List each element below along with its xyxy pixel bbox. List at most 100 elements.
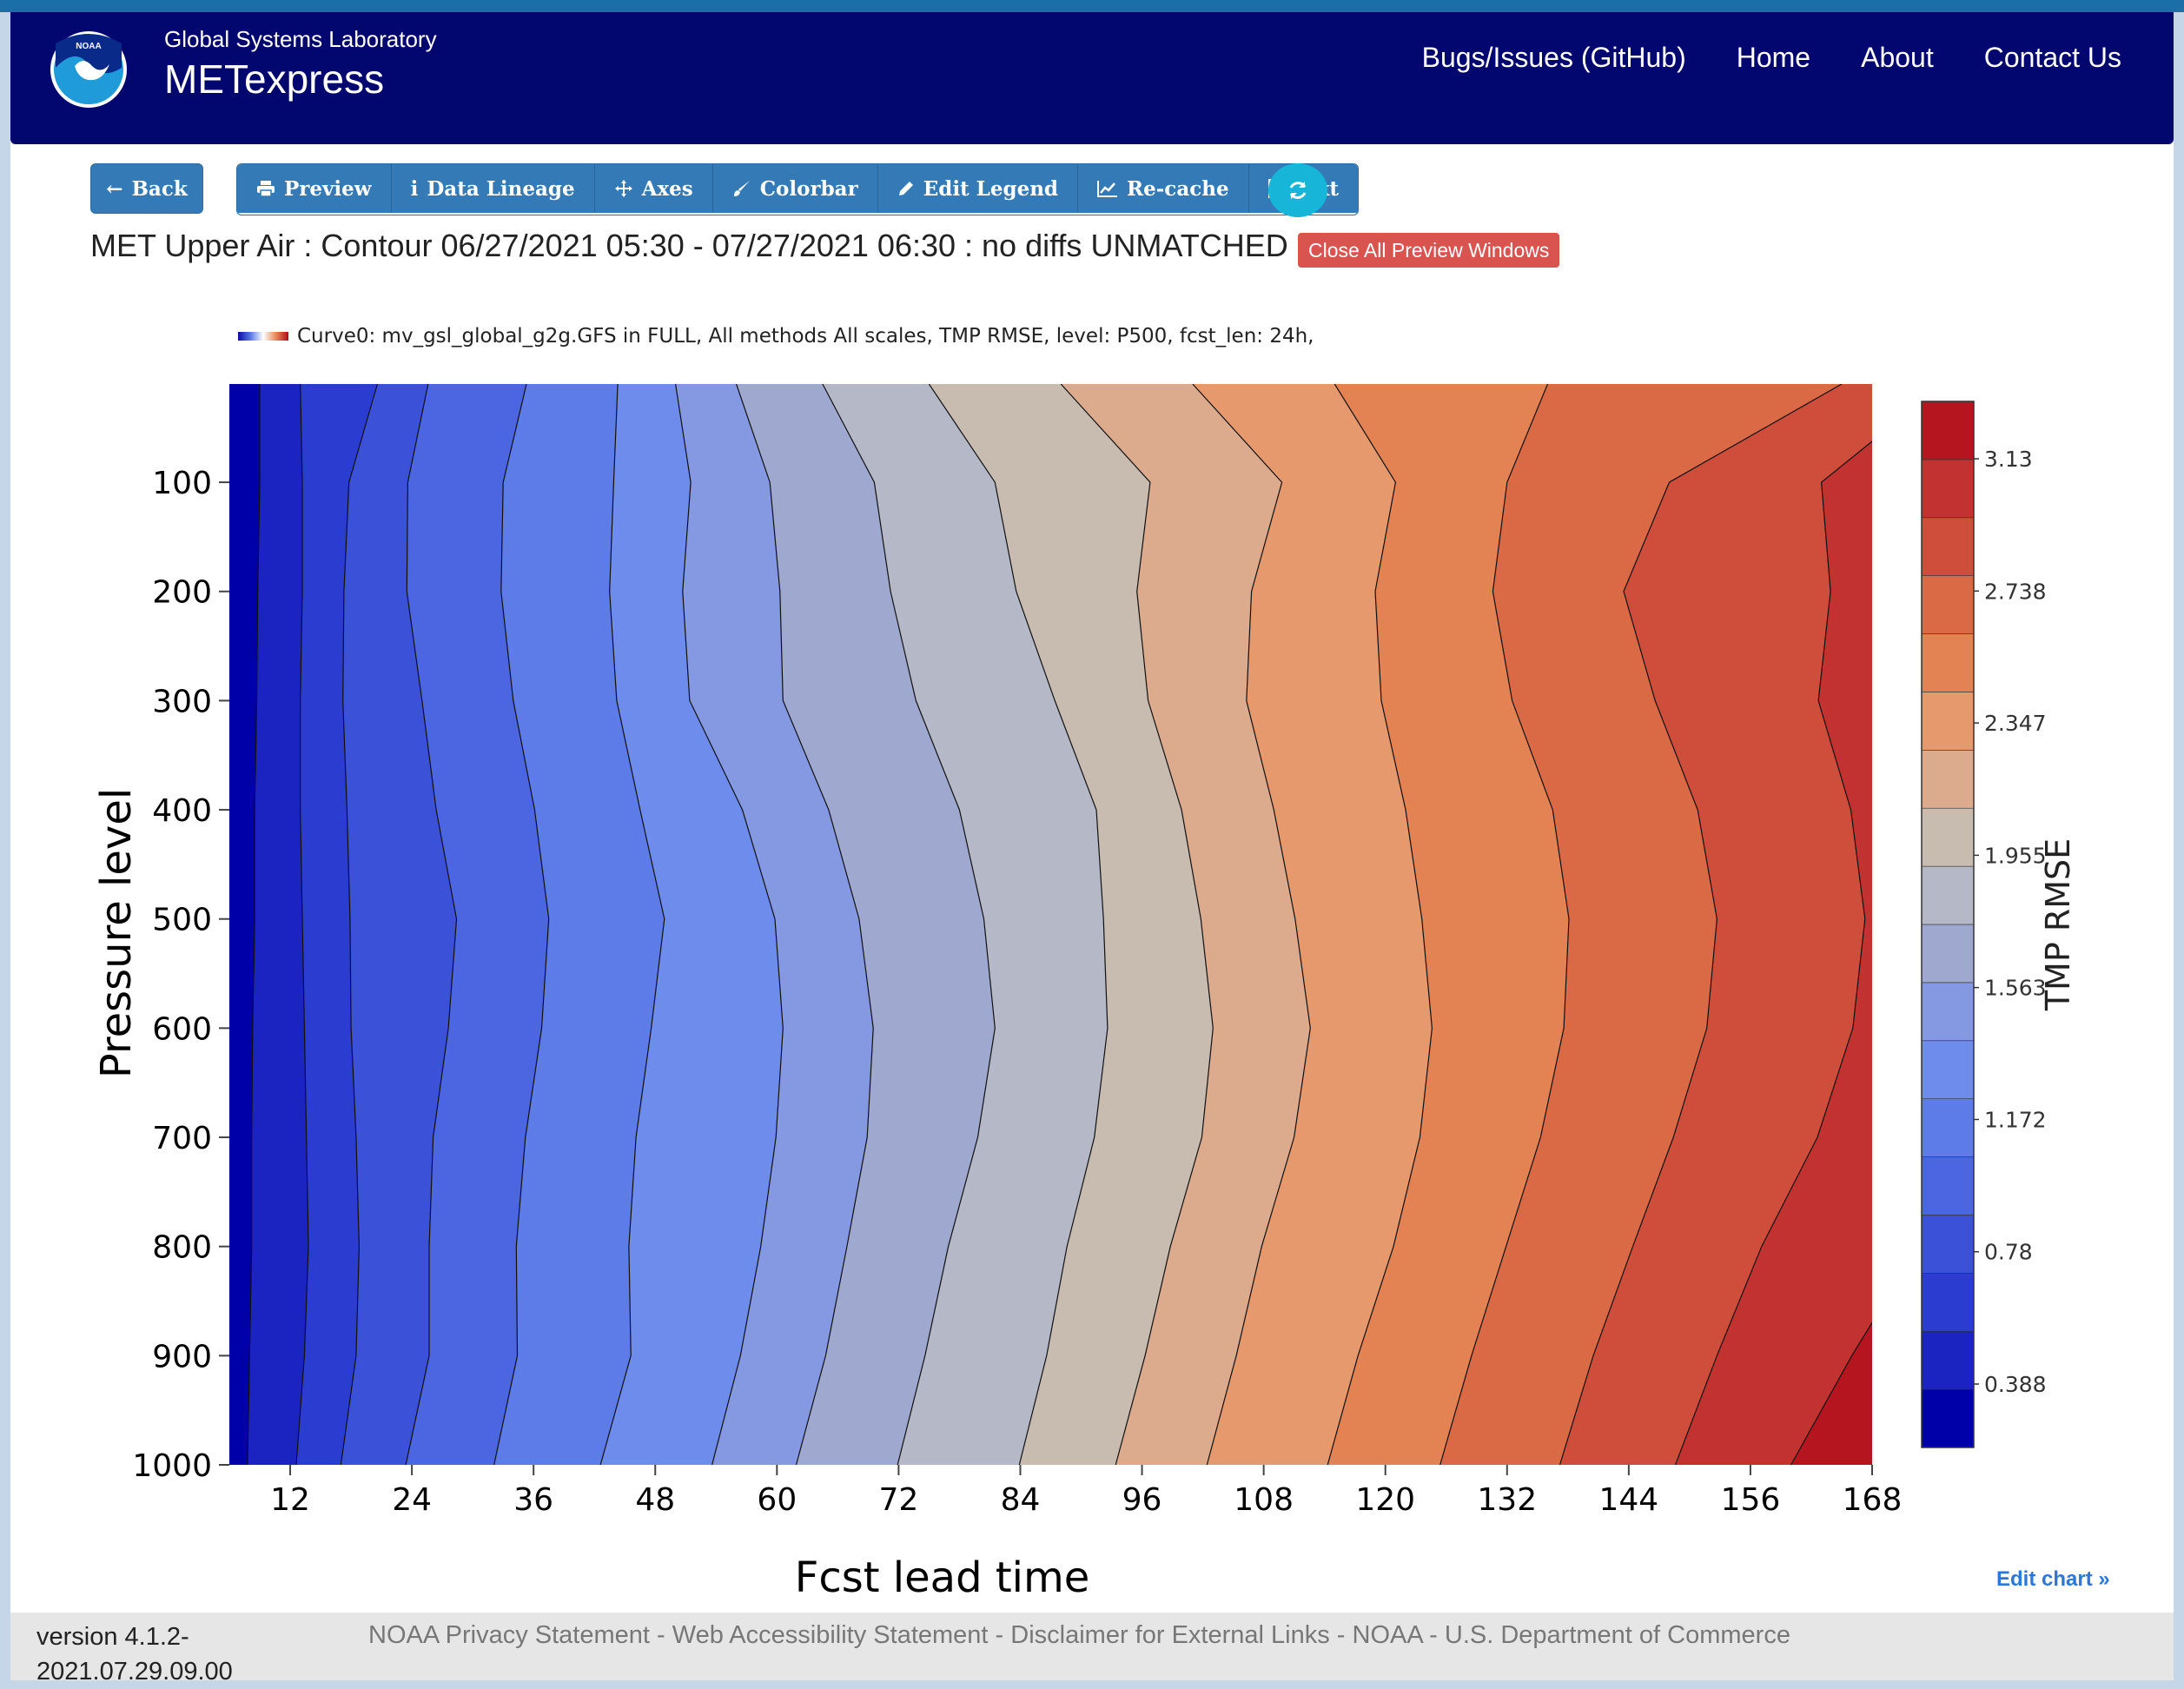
contour-band bbox=[1675, 440, 1872, 1465]
y-tick-label: 700 bbox=[152, 1121, 212, 1156]
colorbar-band bbox=[1921, 1273, 1975, 1332]
contour-line bbox=[1327, 384, 1433, 1465]
preview-button[interactable]: Preview bbox=[237, 164, 392, 213]
edit-legend-button[interactable]: Edit Legend bbox=[877, 164, 1079, 213]
x-tick-label: 48 bbox=[635, 1482, 675, 1518]
colorbar-tick-label: 0.78 bbox=[1984, 1240, 2033, 1265]
footer-link-commerce[interactable]: U.S. Department of Commerce bbox=[1444, 1621, 1790, 1649]
contour-line bbox=[247, 384, 261, 1465]
colorbar-title: TMP RMSE bbox=[2039, 838, 2077, 1011]
contour-line bbox=[928, 384, 1109, 1465]
colorbar-tick-label: 2.347 bbox=[1984, 711, 2047, 736]
y-tick-label: 600 bbox=[152, 1011, 212, 1047]
y-tick-label: 500 bbox=[152, 903, 212, 938]
footer-separator: - bbox=[1329, 1621, 1353, 1649]
navbar: NOAA Global Systems Laboratory METexpres… bbox=[10, 12, 2174, 144]
contour-chart: 12 24 36 48 60 72 84 96 108 120 132 144 156 168 100 200… bbox=[92, 384, 2077, 1602]
page-title: MET Upper Air : Contour 06/27/2021 05:30… bbox=[90, 228, 1288, 263]
colorbar-button[interactable]: Colorbar bbox=[712, 164, 878, 213]
contour-line bbox=[599, 384, 665, 1465]
colorbar-band bbox=[1921, 1098, 1975, 1157]
colorbar-band bbox=[1921, 575, 1975, 634]
y-tick-label: 300 bbox=[152, 684, 212, 719]
colorbar-band bbox=[1921, 459, 1975, 519]
contour-line bbox=[1559, 384, 1843, 1465]
page: NOAA Global Systems Laboratory METexpres… bbox=[10, 12, 2174, 1686]
colorbar-band bbox=[1921, 1040, 1975, 1099]
footer-separator: - bbox=[988, 1621, 1011, 1649]
y-axis-title: Pressure level bbox=[92, 788, 141, 1078]
contour-line bbox=[1060, 384, 1214, 1465]
app-title[interactable]: METexpress bbox=[164, 56, 385, 102]
colorbar-band bbox=[1921, 1330, 1975, 1390]
colorbar-frame bbox=[1921, 401, 1975, 1448]
y-tick-label: 200 bbox=[152, 575, 212, 611]
y-tick-label: 900 bbox=[152, 1339, 212, 1374]
x-axis-title: Fcst lead time bbox=[795, 1553, 1090, 1602]
close-preview-windows-button[interactable]: Close All Preview Windows bbox=[1298, 233, 1560, 268]
x-tick-label: 108 bbox=[1234, 1482, 1294, 1518]
curve-legend[interactable]: Curve0: mv_gsl_global_g2g.GFS in FULL, A… bbox=[238, 325, 1314, 348]
footer-separator: - bbox=[649, 1621, 672, 1649]
footer: version 4.1.2-2021.07.29.09.00 NOAA Priv… bbox=[10, 1613, 2174, 1686]
footer-link-noaa[interactable]: NOAA bbox=[1352, 1621, 1423, 1649]
info-icon: i bbox=[410, 176, 419, 201]
nav-home[interactable]: Home bbox=[1736, 42, 1811, 73]
nav-bugs-issues[interactable]: Bugs/Issues (GitHub) bbox=[1421, 42, 1686, 73]
y-tick-label: 400 bbox=[152, 793, 212, 829]
contour-line bbox=[675, 384, 784, 1465]
move-arrows-icon bbox=[614, 180, 632, 197]
colorbar-tick-label: 0.388 bbox=[1984, 1372, 2047, 1397]
y-tick-label: 800 bbox=[152, 1230, 212, 1266]
back-button[interactable]: ← Back bbox=[90, 163, 203, 214]
colorbar-band bbox=[1921, 1156, 1975, 1215]
colorbar-band bbox=[1921, 924, 1975, 984]
contour-line bbox=[295, 384, 309, 1465]
x-tick-label: 120 bbox=[1355, 1482, 1415, 1518]
nav-contact-us[interactable]: Contact Us bbox=[1983, 42, 2121, 73]
line-chart-icon bbox=[1097, 181, 1118, 197]
data-lineage-button[interactable]: i Data Lineage bbox=[391, 164, 595, 213]
refresh-button[interactable] bbox=[1268, 163, 1327, 217]
colorbar-band bbox=[1921, 807, 1975, 867]
colorbar-band bbox=[1921, 517, 1975, 576]
colorbar-band bbox=[1921, 1388, 1975, 1448]
y-tick-label: 100 bbox=[152, 466, 212, 501]
x-tick-label: 156 bbox=[1721, 1482, 1781, 1518]
colorbar-band bbox=[1921, 633, 1975, 692]
x-tick-label: 36 bbox=[513, 1482, 553, 1518]
footer-link-accessibility[interactable]: Web Accessibility Statement bbox=[672, 1621, 989, 1649]
contour-line bbox=[1192, 384, 1311, 1465]
x-tick-label: 60 bbox=[757, 1482, 797, 1518]
x-tick-label: 96 bbox=[1122, 1482, 1162, 1518]
footer-link-disclaimer[interactable]: Disclaimer for External Links bbox=[1010, 1621, 1330, 1649]
x-tick-label: 84 bbox=[1001, 1482, 1041, 1518]
contour-line bbox=[405, 384, 458, 1465]
refresh-icon bbox=[1289, 182, 1307, 199]
axes-button[interactable]: Axes bbox=[594, 164, 713, 213]
x-tick-label: 144 bbox=[1598, 1482, 1658, 1518]
lab-title: Global Systems Laboratory bbox=[164, 26, 437, 52]
edit-chart-link[interactable]: Edit chart » bbox=[1996, 1567, 2110, 1591]
svg-text:NOAA: NOAA bbox=[76, 42, 101, 51]
version-text: version 4.1.2-2021.07.29.09.00 bbox=[36, 1623, 233, 1686]
colorbar-band bbox=[1921, 692, 1975, 751]
top-strip bbox=[0, 0, 2184, 12]
re-cache-button[interactable]: Re-cache bbox=[1078, 164, 1249, 213]
colorbar-band bbox=[1921, 982, 1975, 1042]
x-tick-label: 132 bbox=[1477, 1482, 1537, 1518]
x-tick-label: 72 bbox=[879, 1482, 919, 1518]
colorbar-tick-label: 1.172 bbox=[1984, 1107, 2047, 1132]
nav-about[interactable]: About bbox=[1861, 42, 1934, 73]
legend-label: Curve0: mv_gsl_global_g2g.GFS in FULL, A… bbox=[297, 325, 1314, 348]
printer-icon bbox=[257, 181, 275, 197]
contour-line bbox=[1439, 384, 1570, 1465]
colorbar-tick-label: 1.955 bbox=[1984, 843, 2047, 868]
contour-line bbox=[736, 384, 874, 1465]
footer-link-privacy[interactable]: NOAA Privacy Statement bbox=[368, 1621, 650, 1649]
noaa-logo-icon[interactable]: NOAA bbox=[49, 30, 129, 109]
x-tick-label: 24 bbox=[392, 1482, 432, 1518]
colorbar-tick-label: 2.738 bbox=[1984, 579, 2047, 604]
y-tick-label: 1000 bbox=[132, 1448, 212, 1484]
arrow-left-icon: ← bbox=[106, 176, 123, 201]
